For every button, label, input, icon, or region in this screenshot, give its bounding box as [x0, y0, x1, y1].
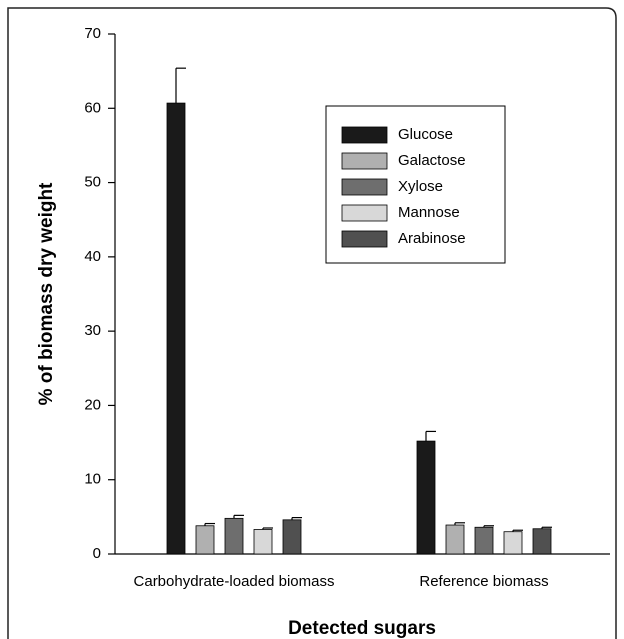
legend-swatch	[341, 230, 388, 248]
y-tick-label: 30	[84, 322, 101, 339]
x-axis-label: Detected sugars	[288, 618, 436, 639]
legend-label: Mannose	[398, 204, 460, 221]
bar	[503, 531, 523, 555]
bar	[416, 440, 436, 555]
bar	[166, 102, 186, 555]
x-tick-label: Carbohydrate-loaded biomass	[134, 573, 335, 590]
y-tick-label: 40	[84, 248, 101, 265]
bar	[445, 524, 465, 555]
bar	[195, 525, 215, 555]
legend-label: Xylose	[398, 178, 443, 195]
y-tick-label: 60	[84, 99, 101, 116]
bar	[532, 528, 552, 555]
bar	[282, 519, 302, 555]
legend-swatch	[341, 204, 388, 222]
y-tick-label: 20	[84, 396, 101, 413]
y-tick-label: 0	[93, 545, 101, 562]
legend-label: Glucose	[398, 126, 453, 143]
legend-swatch	[341, 126, 388, 144]
bar	[474, 526, 494, 555]
y-axis-label: % of biomass dry weight	[36, 182, 57, 405]
y-tick-label: 70	[84, 25, 101, 42]
bar	[253, 529, 273, 555]
frame	[7, 7, 617, 639]
legend-swatch	[341, 178, 388, 196]
y-tick-label: 50	[84, 174, 101, 191]
bar	[224, 517, 244, 555]
x-tick-label: Reference biomass	[419, 573, 548, 590]
legend-swatch	[341, 152, 388, 170]
legend-label: Arabinose	[398, 230, 466, 247]
y-tick-label: 10	[84, 471, 101, 488]
legend-label: Galactose	[398, 152, 466, 169]
